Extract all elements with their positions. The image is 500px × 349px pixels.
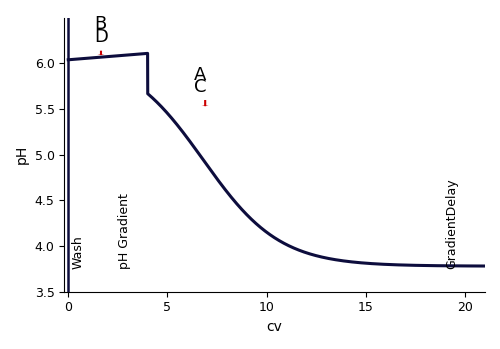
X-axis label: cv: cv <box>266 320 282 334</box>
Text: C: C <box>194 78 207 96</box>
Text: Wash: Wash <box>72 235 85 269</box>
Text: B: B <box>94 15 106 33</box>
Text: GradientDelay: GradientDelay <box>445 178 458 269</box>
Text: pH Gradient: pH Gradient <box>118 193 132 269</box>
Text: D: D <box>94 28 108 46</box>
Y-axis label: pH: pH <box>15 145 29 164</box>
Text: A: A <box>194 66 206 83</box>
